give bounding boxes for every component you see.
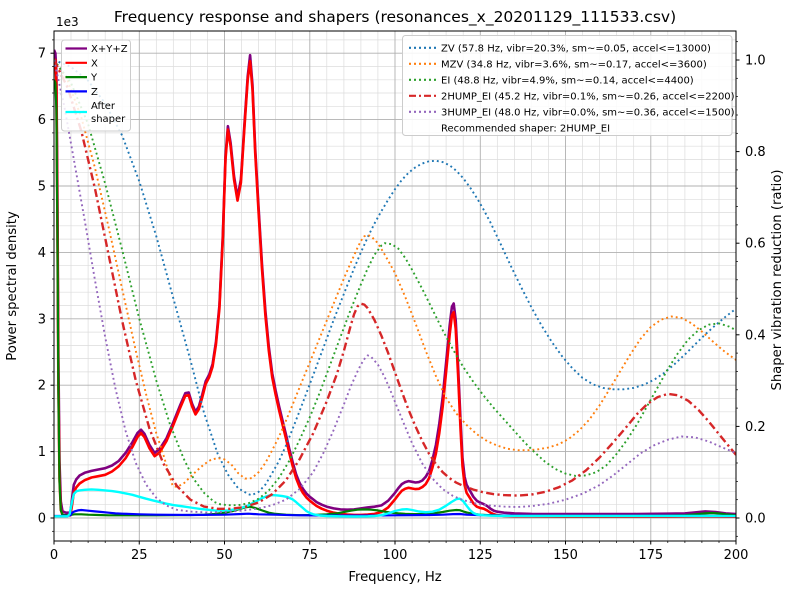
y-right-tick-label: 0.8 [745, 145, 766, 160]
legend-label-x: X [91, 58, 98, 69]
x-tick-label: 75 [301, 548, 318, 563]
y-right-tick-label: 0.6 [745, 237, 766, 252]
y-right-tick-label: 0.2 [745, 420, 766, 435]
legend-label-after: After [91, 101, 116, 112]
axis-ticks: 0 25 50 75 100 125 150 175 200 0 1 2 3 4 5 6 7 0.0 0.2 0.4 0… [38, 39, 766, 563]
y-axis-offset-text: 1e3 [56, 15, 79, 29]
y-right-tick-label: 0.0 [745, 512, 766, 527]
y-right-tick-label: 0.4 [745, 328, 766, 343]
y-right-tick-label: 1.0 [745, 54, 766, 69]
y-left-tick-label: 4 [38, 246, 46, 261]
legend-label-xyz: X+Y+Z [91, 44, 128, 55]
legend-label-y: Y [90, 73, 98, 84]
legend-psd: X+Y+Z X Y Z After shaper [61, 39, 131, 132]
legend-label-shaper: shaper [91, 114, 126, 125]
y-left-tick-label: 3 [38, 312, 46, 327]
grid [53, 31, 737, 541]
data-series [54, 49, 736, 518]
series-2hump-ei [54, 59, 736, 510]
legend-label-ei: EI (48.8 Hz, vibr=4.9%, sm~=0.14, accel<… [441, 75, 694, 86]
y-left-tick-label: 2 [38, 379, 46, 394]
x-tick-label: 50 [216, 548, 233, 563]
y-left-tick-label: 5 [38, 180, 46, 195]
x-tick-label: 150 [553, 548, 578, 563]
y-left-tick-label: 1 [38, 445, 46, 460]
y-left-tick-label: 7 [38, 47, 46, 62]
y-left-tick-label: 0 [38, 512, 46, 527]
y-right-axis-label: Shaper vibration reduction (ratio) [770, 169, 785, 390]
x-tick-label: 125 [468, 548, 493, 563]
x-tick-label: 100 [383, 548, 408, 563]
series-after-shaper [54, 488, 736, 518]
legend-label-z: Z [91, 87, 98, 98]
x-tick-label: 25 [131, 548, 148, 563]
x-tick-label: 0 [50, 548, 58, 563]
x-tick-label: 175 [638, 548, 663, 563]
x-tick-label: 200 [724, 548, 749, 563]
legend-shapers-box [402, 35, 733, 136]
legend-recommended-shaper: Recommended shaper: 2HUMP_EI [441, 123, 610, 134]
legend-label-mzv: MZV (34.8 Hz, vibr=3.6%, sm~=0.17, accel… [441, 59, 707, 70]
legend-label-2hump-ei: 2HUMP_EI (45.2 Hz, vibr=0.1%, sm~=0.26, … [441, 91, 735, 102]
series-x [54, 58, 736, 518]
y-left-axis-label: Power spectral density [5, 211, 20, 361]
legend-label-3hump-ei: 3HUMP_EI (48.0 Hz, vibr=0.0%, sm~=0.36, … [441, 107, 735, 118]
legend-shapers: ZV (57.8 Hz, vibr=20.3%, sm~=0.05, accel… [402, 35, 735, 136]
series-mzv [54, 59, 736, 488]
legend-label-zv: ZV (57.8 Hz, vibr=20.3%, sm~=0.05, accel… [441, 43, 711, 54]
chart-title: Frequency response and shapers (resonanc… [114, 8, 676, 27]
x-axis-label: Frequency, Hz [348, 570, 441, 585]
y-left-tick-label: 6 [38, 113, 46, 128]
